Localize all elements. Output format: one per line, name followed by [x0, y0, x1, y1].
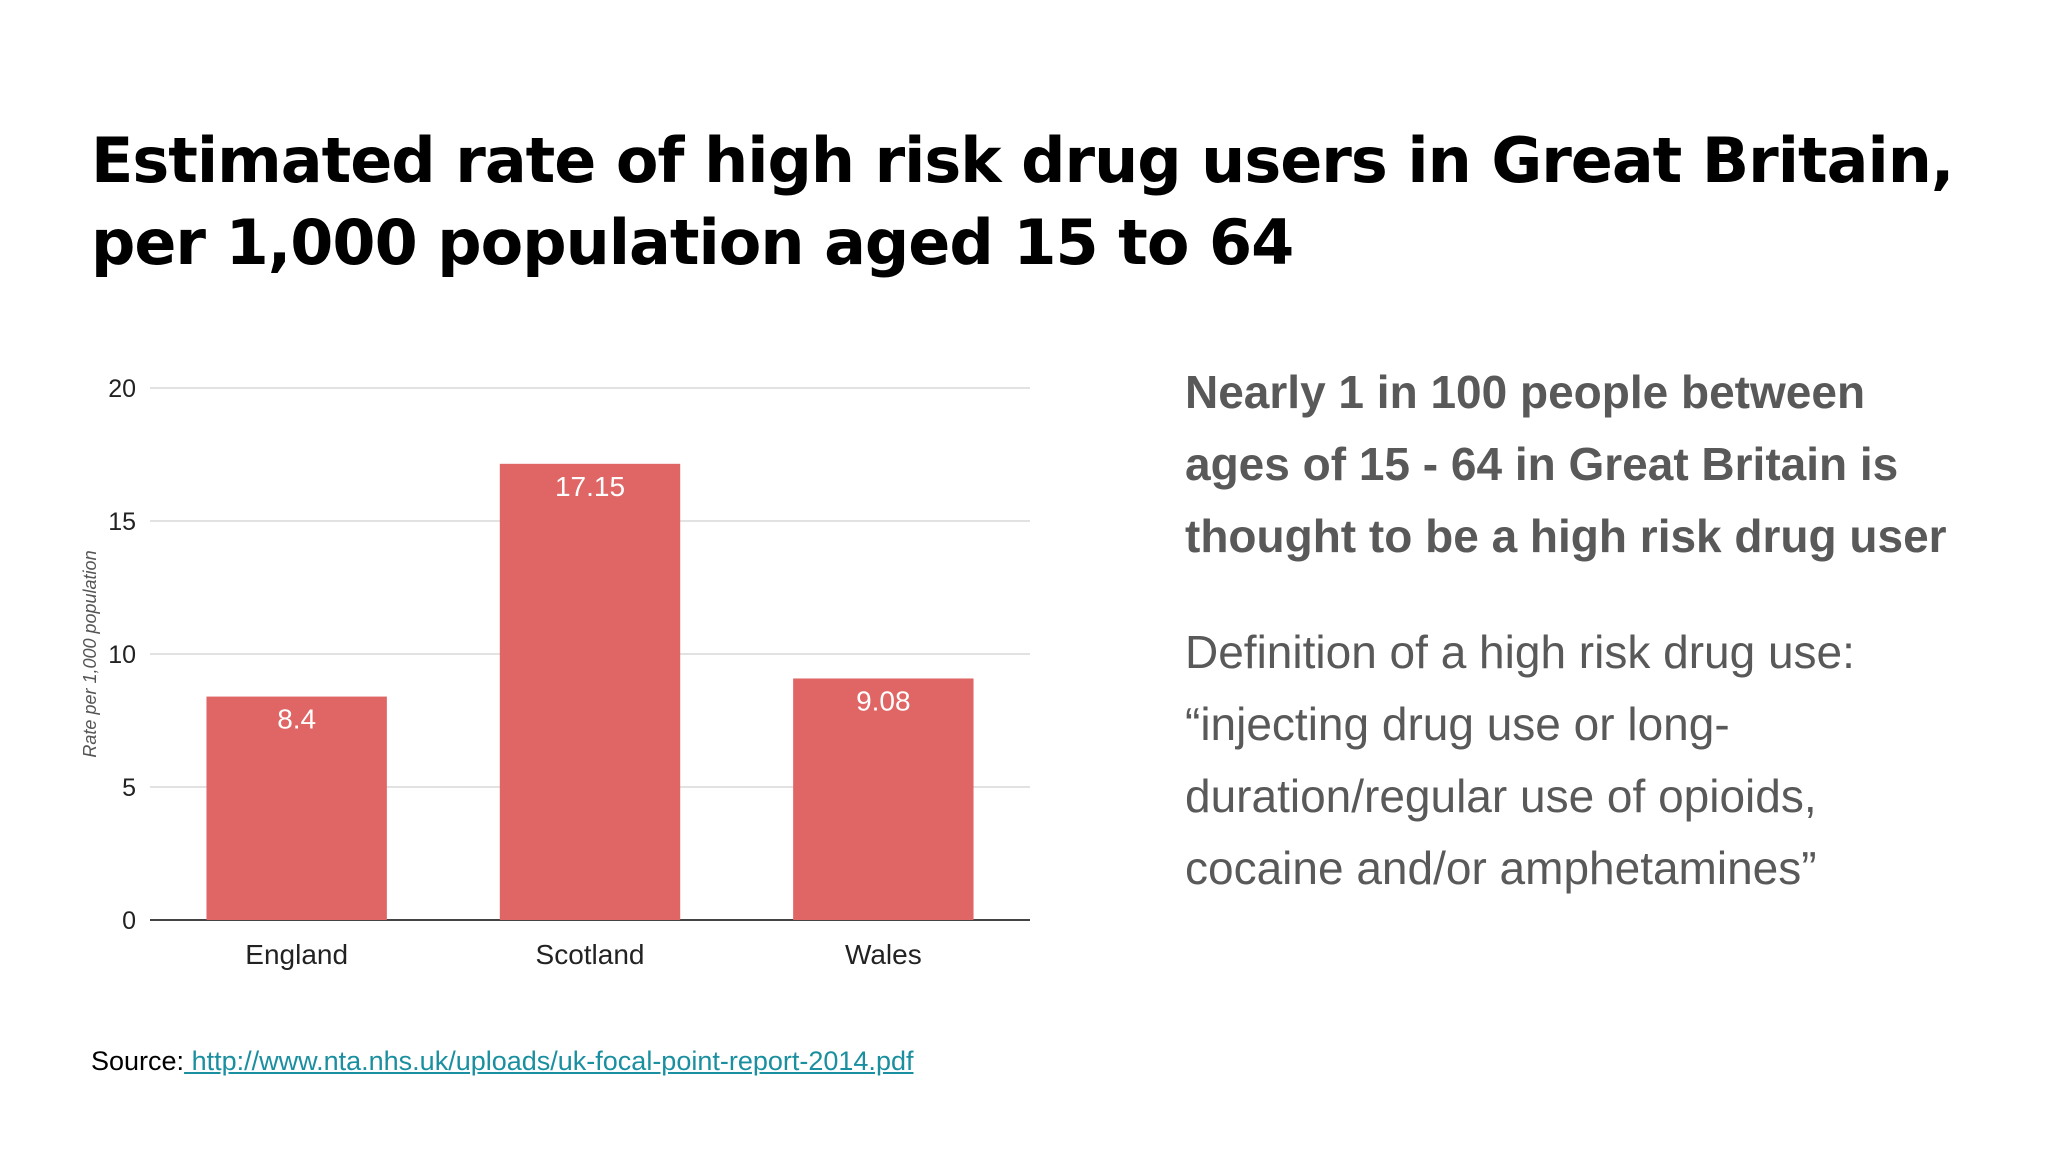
y-tick-label: 10	[108, 641, 136, 669]
y-axis-title: Rate per 1,000 population	[80, 550, 100, 757]
y-tick-label: 20	[108, 375, 136, 403]
data-label: 8.4	[277, 704, 316, 735]
headline-text: Nearly 1 in 100 people between ages of 1…	[1185, 356, 2025, 572]
source-label: Source:	[91, 1046, 185, 1076]
x-category-label: England	[245, 939, 348, 970]
side-panel: Nearly 1 in 100 people between ages of 1…	[1185, 356, 2025, 904]
bar-scotland	[499, 463, 681, 920]
y-tick-label: 5	[122, 774, 136, 802]
headline-line-1: Nearly 1 in 100 people between	[1185, 366, 1866, 418]
page-title-line-1: Estimated rate of high risk drug users i…	[91, 124, 1954, 197]
definition-line-4: cocaine and/or amphetamines”	[1185, 842, 1817, 894]
definition-text: Definition of a high risk drug use: “inj…	[1185, 616, 2025, 904]
data-label: 9.08	[856, 685, 911, 716]
page-title: Estimated rate of high risk drug users i…	[91, 120, 1991, 284]
source-citation: Source: http://www.nta.nhs.uk/uploads/uk…	[91, 1046, 913, 1077]
x-category-label: Wales	[845, 939, 922, 970]
page-title-line-2: per 1,000 population aged 15 to 64	[91, 206, 1294, 279]
source-link[interactable]: http://www.nta.nhs.uk/uploads/uk-focal-p…	[184, 1046, 914, 1076]
bar-wales	[793, 678, 974, 920]
x-category-label: Scotland	[536, 939, 645, 970]
headline-line-3: thought to be a high risk drug user	[1185, 510, 1947, 562]
definition-line-2: “injecting drug use or long-	[1185, 698, 1730, 750]
y-tick-label: 15	[108, 508, 136, 536]
bar-chart-svg: 0 5 10 15 20 Rate per 1,000 population 8.4 Engl…	[80, 375, 1030, 970]
y-tick-label: 0	[122, 907, 136, 935]
definition-line-3: duration/regular use of opioids,	[1185, 770, 1817, 822]
bar-england	[206, 696, 387, 920]
headline-line-2: ages of 15 - 64 in Great Britain is	[1185, 438, 1899, 490]
bar-chart: 0 5 10 15 20 Rate per 1,000 population 8.4 Engl…	[60, 350, 1050, 990]
data-label: 17.15	[555, 471, 625, 502]
definition-line-1: Definition of a high risk drug use:	[1185, 626, 1855, 678]
